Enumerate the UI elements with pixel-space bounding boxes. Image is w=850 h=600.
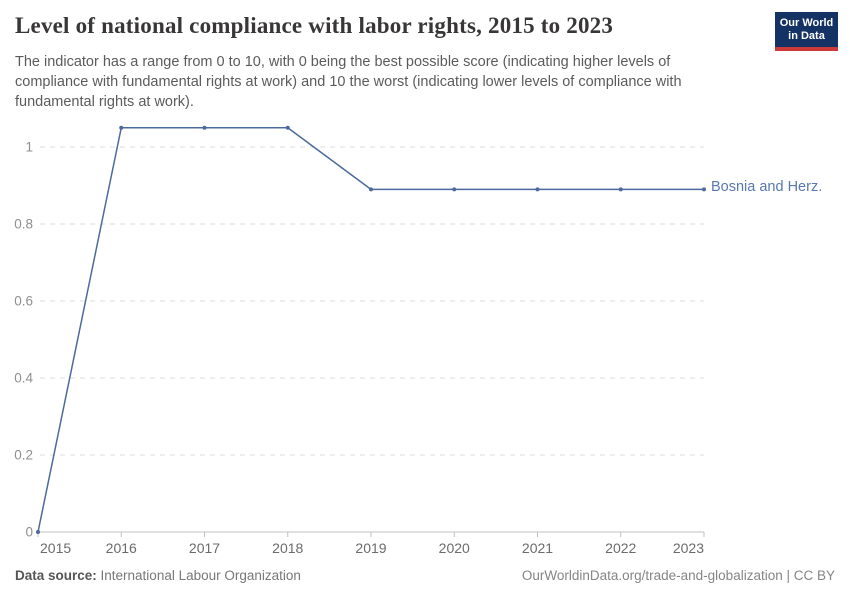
page-title: Level of national compliance with labor … — [15, 13, 614, 38]
gridlines — [40, 146, 704, 456]
y-tick-label: 0.8 — [14, 217, 33, 232]
x-tick-label: 2018 — [272, 540, 303, 556]
x-tick-label: 2023 — [673, 540, 704, 556]
axes: 0 0.2 0.4 0.6 0.8 1 2015 2016 2017 2018 2019 2020 20… — [14, 140, 705, 556]
data-point-marker — [36, 530, 40, 534]
owid-logo-line1: Our World — [779, 17, 834, 29]
credit-note: OurWorldinData.org/trade-and-globalizati… — [521, 568, 835, 583]
data-source-value: International Labour Organization — [96, 568, 301, 583]
data-source-note: Data source: International Labour Organi… — [15, 568, 301, 583]
series-label-bosnia: Bosnia and Herz. — [711, 179, 823, 196]
y-tick-label: 0.4 — [14, 371, 33, 386]
data-point-marker — [119, 125, 124, 130]
owid-logo: Our World in Data — [775, 12, 838, 52]
chart-subtitle: The indicator has a range from 0 to 10, … — [15, 54, 682, 110]
data-point-marker — [535, 187, 540, 192]
y-tick-label: 1 — [25, 140, 33, 155]
data-point-marker — [202, 125, 207, 130]
data-point-marker — [702, 187, 706, 192]
x-tick-label: 2020 — [439, 540, 470, 556]
y-tick-label: 0.6 — [14, 294, 33, 309]
x-tick-label: 2022 — [605, 540, 636, 556]
data-point-marker — [452, 187, 457, 192]
data-point-marker — [285, 125, 290, 130]
data-point-marker — [618, 187, 623, 192]
x-tick-label: 2015 — [40, 540, 71, 556]
x-tick-label: 2017 — [189, 540, 220, 556]
owid-logo-line2: in Data — [788, 30, 825, 43]
x-tick-label: 2021 — [522, 540, 553, 556]
y-tick-label: 0.2 — [14, 448, 33, 463]
x-tick-label: 2016 — [106, 540, 137, 556]
data-point-marker — [369, 187, 373, 192]
data-series — [36, 125, 706, 534]
x-tick-label: 2019 — [355, 540, 386, 556]
y-tick-label: 0 — [25, 525, 33, 540]
data-source-label: Data source: — [15, 568, 97, 583]
